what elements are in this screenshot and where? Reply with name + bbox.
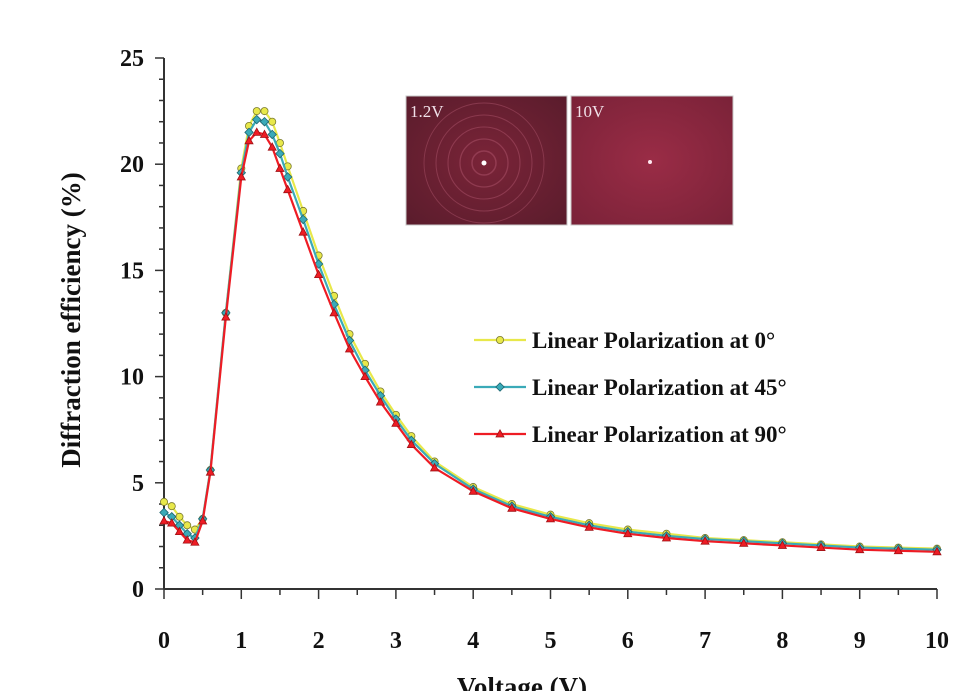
data-point bbox=[159, 497, 168, 506]
y-axis-title: Diffraction efficiency (%) bbox=[56, 172, 86, 467]
data-point bbox=[329, 307, 339, 317]
data-point bbox=[244, 135, 254, 145]
y-tick-label: 5 bbox=[132, 471, 144, 497]
x-tick-label: 0 bbox=[158, 628, 170, 654]
inset-label-2: 10V bbox=[575, 102, 605, 121]
data-point bbox=[623, 528, 633, 538]
legend-label-0: Linear Polarization at 0° bbox=[532, 328, 775, 353]
series-layer bbox=[159, 107, 942, 556]
data-point bbox=[584, 522, 594, 531]
data-point bbox=[275, 148, 285, 159]
data-point bbox=[175, 512, 184, 521]
data-point bbox=[182, 535, 192, 544]
legend-marker-1 bbox=[495, 382, 505, 392]
data-point bbox=[190, 537, 200, 546]
inset-rings bbox=[423, 102, 545, 224]
data-point bbox=[259, 116, 270, 127]
legend: Linear Polarization at 0° Linear Polariza… bbox=[474, 328, 787, 447]
x-tick-label: 5 bbox=[545, 628, 557, 654]
inset-center-spot bbox=[481, 160, 487, 166]
data-point bbox=[739, 538, 749, 547]
y-tick-label: 25 bbox=[120, 46, 144, 72]
data-point bbox=[344, 343, 355, 353]
data-point bbox=[777, 540, 788, 549]
x-tick-label: 2 bbox=[313, 628, 325, 654]
data-point bbox=[855, 544, 865, 554]
x-tick-label: 8 bbox=[776, 628, 788, 654]
inset-label-1: 1.2V bbox=[410, 102, 444, 121]
data-point bbox=[167, 518, 177, 527]
x-axis-title: Voltage (V) bbox=[457, 672, 587, 691]
x-tick-label: 1 bbox=[235, 628, 247, 654]
data-point bbox=[267, 129, 277, 140]
axes: 0 5 10 15 20 25 0 1 2 3 4 5 6 7 8 9 10 bbox=[120, 46, 949, 654]
legend-label-1: Linear Polarization at 45° bbox=[532, 375, 787, 400]
data-point bbox=[183, 521, 192, 530]
data-point bbox=[260, 107, 269, 116]
x-tick-label: 4 bbox=[467, 628, 479, 654]
x-tick-label: 9 bbox=[854, 628, 866, 654]
data-point bbox=[429, 462, 440, 472]
x-tick-label: 7 bbox=[699, 628, 711, 654]
x-tick-label: 6 bbox=[622, 628, 634, 654]
legend-marker-2 bbox=[495, 428, 505, 438]
data-point bbox=[159, 516, 169, 525]
data-point bbox=[252, 127, 262, 136]
y-tick-label: 0 bbox=[132, 577, 144, 603]
data-point bbox=[159, 507, 169, 518]
data-point bbox=[661, 533, 672, 542]
inset-10v: 10V bbox=[570, 95, 734, 226]
legend-label-2: Linear Polarization at 90° bbox=[532, 422, 787, 447]
series-2 bbox=[159, 127, 942, 556]
data-point bbox=[700, 536, 710, 545]
y-tick-label: 20 bbox=[120, 152, 144, 178]
y-tick-label: 15 bbox=[120, 258, 144, 284]
x-tick-label: 10 bbox=[925, 628, 949, 654]
data-point bbox=[298, 214, 308, 225]
data-point bbox=[545, 513, 556, 523]
data-point bbox=[816, 542, 826, 551]
data-point bbox=[174, 526, 185, 536]
data-point bbox=[282, 172, 293, 182]
data-point bbox=[205, 467, 216, 476]
data-point bbox=[468, 486, 478, 495]
data-point bbox=[267, 142, 277, 151]
data-point bbox=[236, 171, 246, 181]
data-point bbox=[268, 117, 277, 126]
legend-marker-0 bbox=[495, 335, 504, 344]
data-point bbox=[221, 312, 231, 321]
data-point bbox=[252, 107, 261, 116]
data-point bbox=[360, 371, 370, 380]
data-point bbox=[251, 114, 262, 125]
data-point bbox=[313, 269, 324, 279]
data-point bbox=[406, 439, 417, 448]
data-point bbox=[893, 545, 904, 555]
data-point bbox=[275, 163, 285, 172]
data-point bbox=[375, 397, 386, 406]
y-tick-label: 10 bbox=[120, 365, 144, 391]
data-point bbox=[167, 502, 176, 511]
inset-center-spot-2 bbox=[648, 160, 652, 164]
data-point bbox=[507, 503, 517, 512]
data-point bbox=[259, 129, 270, 138]
data-point bbox=[197, 516, 208, 525]
data-point bbox=[283, 184, 293, 194]
data-point bbox=[298, 227, 308, 236]
x-tick-label: 3 bbox=[390, 628, 402, 654]
inset-1v2: 1.2V bbox=[405, 95, 568, 226]
data-point bbox=[391, 418, 401, 427]
data-point bbox=[932, 546, 942, 556]
